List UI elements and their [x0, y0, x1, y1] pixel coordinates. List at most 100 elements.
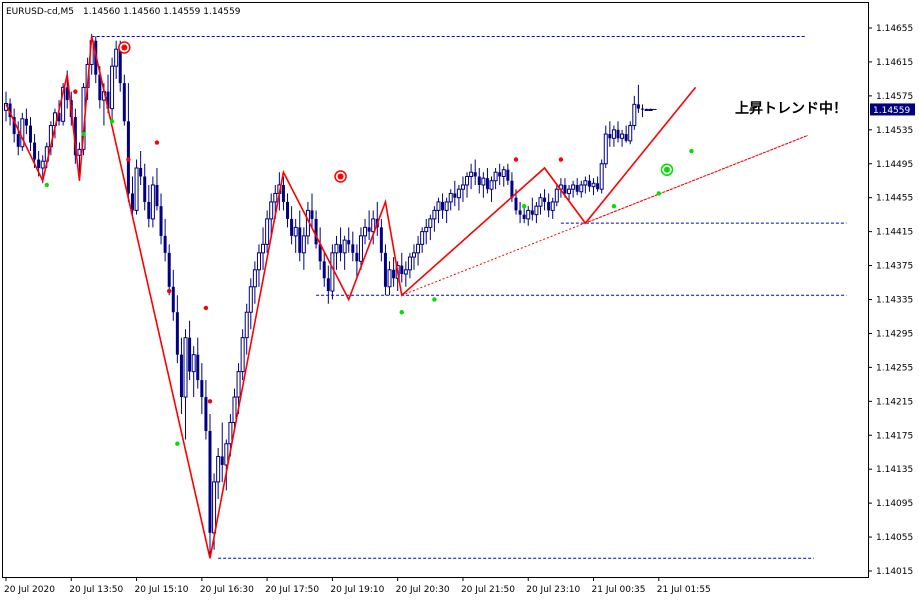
candle-body-up	[216, 455, 221, 483]
candle-body-down	[208, 431, 212, 533]
candle-body-down	[200, 380, 204, 398]
green-signal-dot	[109, 119, 115, 124]
candle	[432, 206, 437, 232]
candle	[587, 174, 591, 192]
candle-body-down	[139, 167, 143, 177]
candle	[204, 380, 208, 440]
candle	[122, 74, 126, 126]
candle	[16, 121, 20, 156]
candle	[603, 125, 608, 168]
red-signal-dot	[207, 399, 213, 404]
time-axis: 20 Jul 2020 20 Jul 13:50 20 Jul 15:10 20 Ju…	[4, 577, 711, 595]
candle	[150, 176, 155, 228]
candle-body-up	[224, 443, 229, 466]
candle	[355, 244, 359, 279]
candle-body-down	[441, 201, 445, 211]
candle	[403, 261, 408, 287]
candle-body-down	[298, 227, 302, 253]
candle	[583, 176, 588, 194]
candle-body-up	[248, 286, 253, 313]
candle	[330, 244, 335, 300]
candle	[538, 193, 543, 215]
candle-body-up	[191, 354, 196, 373]
candle-body-up	[501, 169, 506, 177]
candle-body-up	[571, 184, 576, 190]
candle-body-up	[436, 201, 441, 211]
red-circle-marker	[334, 170, 347, 183]
candle	[567, 184, 572, 202]
candle	[611, 125, 616, 147]
candle-body-down	[473, 172, 477, 177]
candle-body-down	[16, 134, 20, 147]
candle-body-up	[273, 192, 278, 203]
candle	[534, 201, 539, 224]
candle-body-down	[347, 240, 351, 245]
candle-body-up	[212, 481, 217, 534]
candle	[428, 214, 433, 241]
candle	[301, 227, 306, 270]
y-tick-label: 1.14575	[876, 92, 913, 102]
candle	[620, 129, 625, 147]
red-signal-dot	[126, 157, 131, 162]
candle	[163, 218, 167, 262]
candle-body-down	[510, 180, 514, 198]
candle-body-up	[420, 231, 425, 245]
candle	[367, 210, 371, 241]
green-signal-dot	[44, 182, 49, 188]
candle-body-up	[330, 252, 335, 292]
candle-body-down	[163, 235, 167, 253]
candle	[616, 121, 620, 143]
signal-dots	[44, 89, 694, 446]
candle	[155, 167, 159, 211]
candle-body-up	[432, 209, 437, 220]
green-signal-dot	[175, 441, 180, 446]
candle	[506, 163, 510, 185]
candle	[441, 193, 445, 219]
candle	[469, 163, 474, 190]
candle-body-down	[367, 227, 371, 232]
y-tick-label: 1.14655	[876, 24, 913, 34]
green-signal-dot	[399, 310, 404, 315]
candle	[640, 104, 644, 118]
candle	[114, 40, 119, 79]
candle-body-up	[269, 201, 274, 220]
y-tick-label: 1.14295	[876, 329, 913, 339]
candle	[392, 257, 396, 287]
candle	[73, 108, 77, 164]
candle	[530, 197, 534, 221]
candle	[261, 227, 266, 270]
candle-body-up	[407, 256, 412, 271]
candle-body-down	[322, 261, 326, 279]
green-signal-dot	[656, 191, 661, 196]
candle-body-down	[392, 269, 396, 279]
y-tick-label: 1.14015	[876, 567, 913, 577]
candle-body-up	[371, 218, 376, 233]
candle-body-up	[358, 235, 363, 262]
candle-body-down	[522, 214, 526, 219]
candle-body-down	[8, 103, 12, 118]
candle-body-down	[477, 176, 481, 185]
candle-body-down	[636, 104, 640, 109]
candle-body-up	[628, 125, 633, 142]
candle	[183, 329, 188, 440]
candle-body-up	[481, 177, 486, 186]
candle	[416, 235, 421, 266]
candle-body-down	[28, 125, 32, 143]
candle-body-up	[567, 188, 572, 194]
candle	[400, 252, 404, 283]
candle-body-up	[603, 133, 608, 165]
candle	[522, 206, 526, 224]
candle	[387, 261, 392, 296]
y-tick-label: 1.14615	[876, 58, 913, 68]
candle-body-down	[130, 193, 134, 211]
y-tick-label: 1.14535	[876, 126, 913, 136]
candle	[293, 218, 298, 253]
candle	[200, 363, 204, 415]
y-tick-label: 1.14095	[876, 499, 913, 509]
candle	[281, 176, 285, 211]
zigzag-polyline	[5, 36, 697, 559]
y-tick-label: 1.14375	[876, 262, 913, 272]
candle	[456, 184, 461, 211]
y-tick-label: 1.14175	[876, 431, 913, 441]
